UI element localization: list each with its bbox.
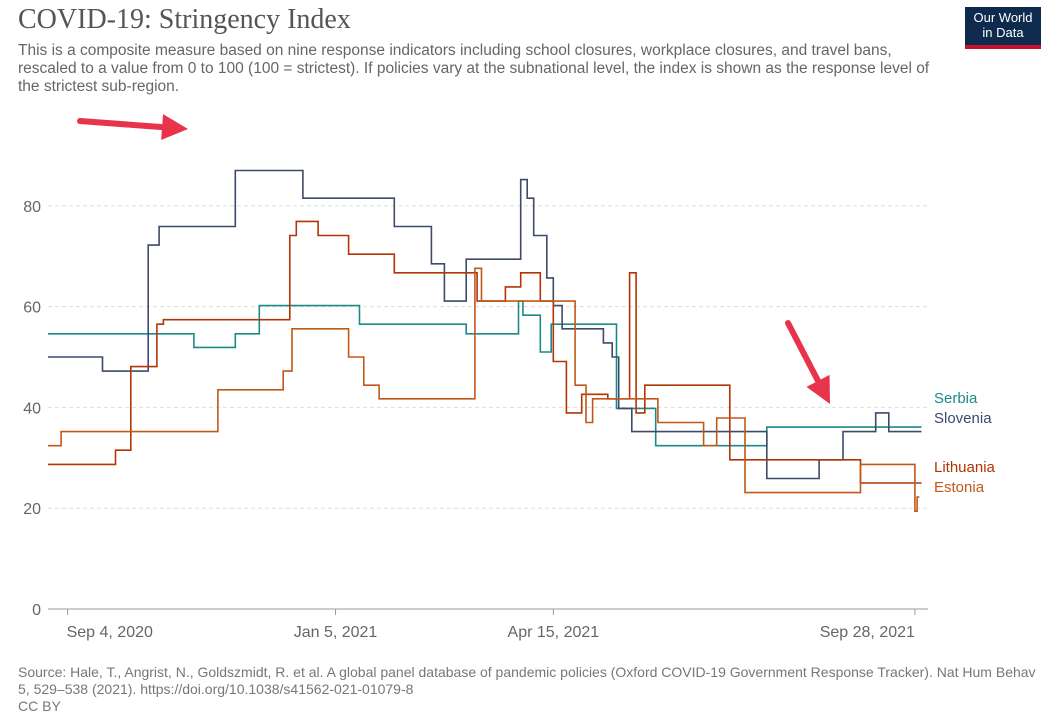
x-tick-label: Apr 15, 2021 [508,624,600,641]
x-tick-label: Sep 28, 2021 [820,624,915,641]
annotation-arrow-right-head [806,374,830,404]
series-line-estonia [48,267,920,513]
y-tick-label: 20 [23,501,41,518]
annotation-arrow-right-shaft [785,320,822,384]
x-tick-label: Sep 4, 2020 [67,624,153,641]
series-line-lithuania [48,220,922,484]
annotation-arrow-left-head [161,114,188,141]
chart-title: COVID-19: Stringency Index [18,4,351,35]
source-note: Source: Hale, T., Angrist, N., Goldszmid… [18,664,1036,697]
footer: Source: Hale, T., Angrist, N., Goldszmid… [18,664,1038,715]
y-tick-label: 80 [23,199,41,216]
series-label-estonia: Estonia [934,479,985,496]
series-label-serbia: Serbia [934,390,978,407]
series-line-slovenia [48,169,922,480]
annotation-arrow-left-shaft [77,118,166,131]
series-label-slovenia: Slovenia [934,410,992,427]
y-tick-label: 40 [23,400,41,417]
owid-logo[interactable]: Our World in Data [965,7,1041,49]
logo-line-2: in Data [982,25,1024,40]
y-tick-label: 0 [32,602,41,619]
chart-subtitle: This is a composite measure based on nin… [18,42,930,95]
annotation-arrow-right [785,320,830,404]
logo-line-1: Our World [973,10,1033,25]
series-label-lithuania: Lithuania [934,459,996,476]
x-tick-label: Jan 5, 2021 [294,624,378,641]
y-tick-label: 60 [23,300,41,317]
license-note: CC BY [18,698,61,714]
annotation-arrow-left [77,114,188,141]
stringency-chart: 0 20 40 60 80 Sep 4, 2020 Jan 5, 2021 Apr 15, 2… [23,114,996,641]
